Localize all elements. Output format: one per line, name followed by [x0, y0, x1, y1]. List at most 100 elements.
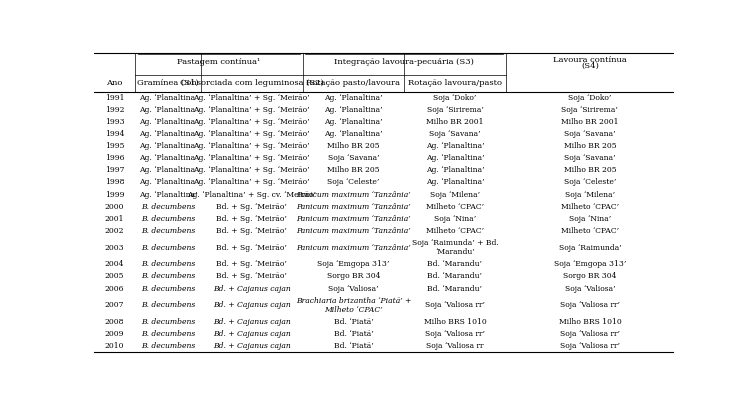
Text: Soja ‘Emgopa 313’: Soja ‘Emgopa 313’: [317, 260, 389, 268]
Text: Panicum maximum ‘Tanzânia’: Panicum maximum ‘Tanzânia’: [296, 203, 410, 211]
Text: Ag. ‘Planaltina’: Ag. ‘Planaltina’: [139, 118, 198, 126]
Text: Milho BR 205: Milho BR 205: [563, 142, 616, 150]
Text: Bd. + Cajanus cajan: Bd. + Cajanus cajan: [213, 330, 291, 338]
Text: Milho BR 2001: Milho BR 2001: [561, 118, 619, 126]
Text: Soja ‘Valiosa rr’: Soja ‘Valiosa rr’: [425, 301, 485, 309]
Text: Soja ‘Celeste’: Soja ‘Celeste’: [327, 178, 380, 186]
Text: Ag. ‘Planaltina’ + Sg. cv. ‘Meirão’: Ag. ‘Planaltina’ + Sg. cv. ‘Meirão’: [187, 190, 316, 198]
Text: Milho BR 205: Milho BR 205: [327, 142, 380, 150]
Text: Ag. ‘Planaltina’ + Sg. ‘Meirão’: Ag. ‘Planaltina’ + Sg. ‘Meirão’: [193, 142, 310, 150]
Text: Panicum maximum ‘Tanzânia’: Panicum maximum ‘Tanzânia’: [296, 190, 410, 198]
Text: 1993: 1993: [105, 118, 124, 126]
Text: Bd. + Sg. ‘Meirão’: Bd. + Sg. ‘Meirão’: [216, 215, 288, 223]
Text: Milho BR 205: Milho BR 205: [563, 166, 616, 174]
Text: Soja ‘Doko’: Soja ‘Doko’: [568, 93, 612, 101]
Text: B. decumbens: B. decumbens: [141, 342, 195, 350]
Text: 1994: 1994: [105, 130, 124, 138]
Text: Bd. ‘Piatã’: Bd. ‘Piatã’: [333, 342, 373, 350]
Text: Soja ‘Valiosa’: Soja ‘Valiosa’: [565, 285, 615, 293]
Text: 1995: 1995: [105, 142, 124, 150]
Text: Soja ‘Nina’: Soja ‘Nina’: [568, 215, 611, 223]
Text: Ag. ‘Planaltina’: Ag. ‘Planaltina’: [139, 166, 198, 174]
Text: Soja ‘Nina’: Soja ‘Nina’: [434, 215, 476, 223]
Text: Bd. ‘Piatã’: Bd. ‘Piatã’: [333, 330, 373, 338]
Text: Bd. + Cajanus cajan: Bd. + Cajanus cajan: [213, 342, 291, 350]
Text: B. decumbens: B. decumbens: [141, 215, 195, 223]
Text: Bd. + Cajanus cajan: Bd. + Cajanus cajan: [213, 285, 291, 293]
Text: 1992: 1992: [105, 106, 124, 114]
Text: Soja ‘Valiosa rr’: Soja ‘Valiosa rr’: [560, 330, 620, 338]
Text: 1998: 1998: [105, 178, 124, 186]
Text: Milho BRS 1010: Milho BRS 1010: [559, 318, 622, 326]
Text: Bd. ‘Marandu’: Bd. ‘Marandu’: [428, 260, 482, 268]
Text: Brachiaria brizantha ‘Piatã’ +
Milheto ‘CPAC’: Brachiaria brizantha ‘Piatã’ + Milheto ‘…: [296, 297, 411, 314]
Text: Ag. ‘Planaltina’ + Sg. ‘Meirão’: Ag. ‘Planaltina’ + Sg. ‘Meirão’: [193, 130, 310, 138]
Text: B. decumbens: B. decumbens: [141, 203, 195, 211]
Text: 1999: 1999: [105, 190, 124, 198]
Text: Ag. ‘Planaltina’ + Sg. ‘Meirão’: Ag. ‘Planaltina’ + Sg. ‘Meirão’: [193, 178, 310, 186]
Text: Sorgo BR 304: Sorgo BR 304: [563, 272, 616, 280]
Text: Ag. ‘Planaltina’: Ag. ‘Planaltina’: [139, 106, 198, 114]
Text: Panicum maximum ‘Tanzânia’: Panicum maximum ‘Tanzânia’: [296, 215, 410, 223]
Text: 2004: 2004: [105, 260, 124, 268]
Text: (S4): (S4): [581, 62, 599, 70]
Text: Ag. ‘Planaltina’ + Sg. ‘Meirão’: Ag. ‘Planaltina’ + Sg. ‘Meirão’: [193, 118, 310, 126]
Text: Bd. + Cajanus cajan: Bd. + Cajanus cajan: [213, 285, 291, 293]
Text: Ag. ‘Planaltina’: Ag. ‘Planaltina’: [425, 166, 485, 174]
Text: Gramínea (S1): Gramínea (S1): [137, 79, 199, 87]
Text: 2000: 2000: [105, 203, 124, 211]
Text: 2006: 2006: [105, 285, 124, 293]
Text: 1997: 1997: [105, 166, 124, 174]
Text: Panicum maximum ‘Tanzânia’: Panicum maximum ‘Tanzânia’: [296, 244, 410, 252]
Text: 2010: 2010: [105, 342, 124, 350]
Text: Milho BR 205: Milho BR 205: [327, 166, 380, 174]
Text: 1996: 1996: [105, 154, 124, 162]
Text: Bd. + Cajanus cajan: Bd. + Cajanus cajan: [213, 301, 291, 309]
Text: Ag. ‘Planaltina’: Ag. ‘Planaltina’: [139, 154, 198, 162]
Text: Panicum maximum ‘Tanzânia’: Panicum maximum ‘Tanzânia’: [296, 227, 410, 235]
Text: 2003: 2003: [105, 244, 124, 252]
Text: Integração lavoura-pecuária (S3): Integração lavoura-pecuária (S3): [334, 58, 474, 66]
Text: Ag. ‘Planaltina’: Ag. ‘Planaltina’: [425, 178, 485, 186]
Text: Soja ‘Milena’: Soja ‘Milena’: [565, 190, 615, 198]
Text: Soja ‘Sirirema’: Soja ‘Sirirema’: [426, 106, 483, 114]
Text: Bd. ‘Piatã’: Bd. ‘Piatã’: [333, 318, 373, 326]
Text: Soja ‘Savana’: Soja ‘Savana’: [564, 130, 616, 138]
Text: Soja ‘Valiosa rr’: Soja ‘Valiosa rr’: [425, 330, 485, 338]
Text: Bd. ‘Marandu’: Bd. ‘Marandu’: [428, 285, 482, 293]
Text: Milho BRS 1010: Milho BRS 1010: [424, 318, 486, 326]
Text: Ag. ‘Planaltina’ + Sg. ‘Meirão’: Ag. ‘Planaltina’ + Sg. ‘Meirão’: [193, 166, 310, 174]
Text: Bd. + Sg. ‘Meirão’: Bd. + Sg. ‘Meirão’: [216, 227, 288, 235]
Text: Ag. ‘Planaltina’: Ag. ‘Planaltina’: [324, 93, 383, 101]
Text: B. decumbens: B. decumbens: [141, 330, 195, 338]
Text: Soja ‘Savana’: Soja ‘Savana’: [564, 154, 616, 162]
Text: B. decumbens: B. decumbens: [141, 244, 195, 252]
Text: Soja ‘Savana’: Soja ‘Savana’: [429, 130, 481, 138]
Text: Soja ‘Savana’: Soja ‘Savana’: [327, 154, 379, 162]
Text: Lavoura contínua: Lavoura contínua: [553, 56, 627, 64]
Text: Bd. + Sg. ‘Meirão’: Bd. + Sg. ‘Meirão’: [216, 244, 288, 252]
Text: Soja ‘Celeste’: Soja ‘Celeste’: [564, 178, 616, 186]
Text: 2007: 2007: [105, 301, 124, 309]
Text: B. decumbens: B. decumbens: [141, 260, 195, 268]
Text: Soja ‘Sirirema’: Soja ‘Sirirema’: [562, 106, 619, 114]
Text: Bd. + Cajanus cajan: Bd. + Cajanus cajan: [213, 330, 291, 338]
Text: Sorgo BR 304: Sorgo BR 304: [327, 272, 380, 280]
Text: Pastagem contínua¹: Pastagem contínua¹: [178, 58, 261, 66]
Text: B. decumbens: B. decumbens: [141, 301, 195, 309]
Text: Milheto ‘CPAC’: Milheto ‘CPAC’: [426, 227, 484, 235]
Text: Soja ‘Valiosa rr’: Soja ‘Valiosa rr’: [560, 301, 620, 309]
Text: Soja ‘Raimunda’: Soja ‘Raimunda’: [559, 244, 622, 252]
Text: Ag. ‘Planaltina’ + Sg. ‘Meirão’: Ag. ‘Planaltina’ + Sg. ‘Meirão’: [193, 154, 310, 162]
Text: Rotação lavoura/pasto: Rotação lavoura/pasto: [408, 79, 502, 87]
Text: B. decumbens: B. decumbens: [141, 227, 195, 235]
Text: Milheto ‘CPAC’: Milheto ‘CPAC’: [426, 203, 484, 211]
Text: Bd. + Cajanus cajan: Bd. + Cajanus cajan: [213, 342, 291, 350]
Text: Ag. ‘Planaltina’: Ag. ‘Planaltina’: [425, 142, 485, 150]
Text: Ag. ‘Planaltina’ + Sg. ‘Meirão’: Ag. ‘Planaltina’ + Sg. ‘Meirão’: [193, 106, 310, 114]
Text: Bd. + Cajanus cajan: Bd. + Cajanus cajan: [213, 318, 291, 326]
Text: B. decumbens: B. decumbens: [141, 272, 195, 280]
Text: Ag. ‘Planaltina’: Ag. ‘Planaltina’: [139, 190, 198, 198]
Text: 2002: 2002: [105, 227, 124, 235]
Text: Bd. + Sg. ‘Meirão’: Bd. + Sg. ‘Meirão’: [216, 203, 288, 211]
